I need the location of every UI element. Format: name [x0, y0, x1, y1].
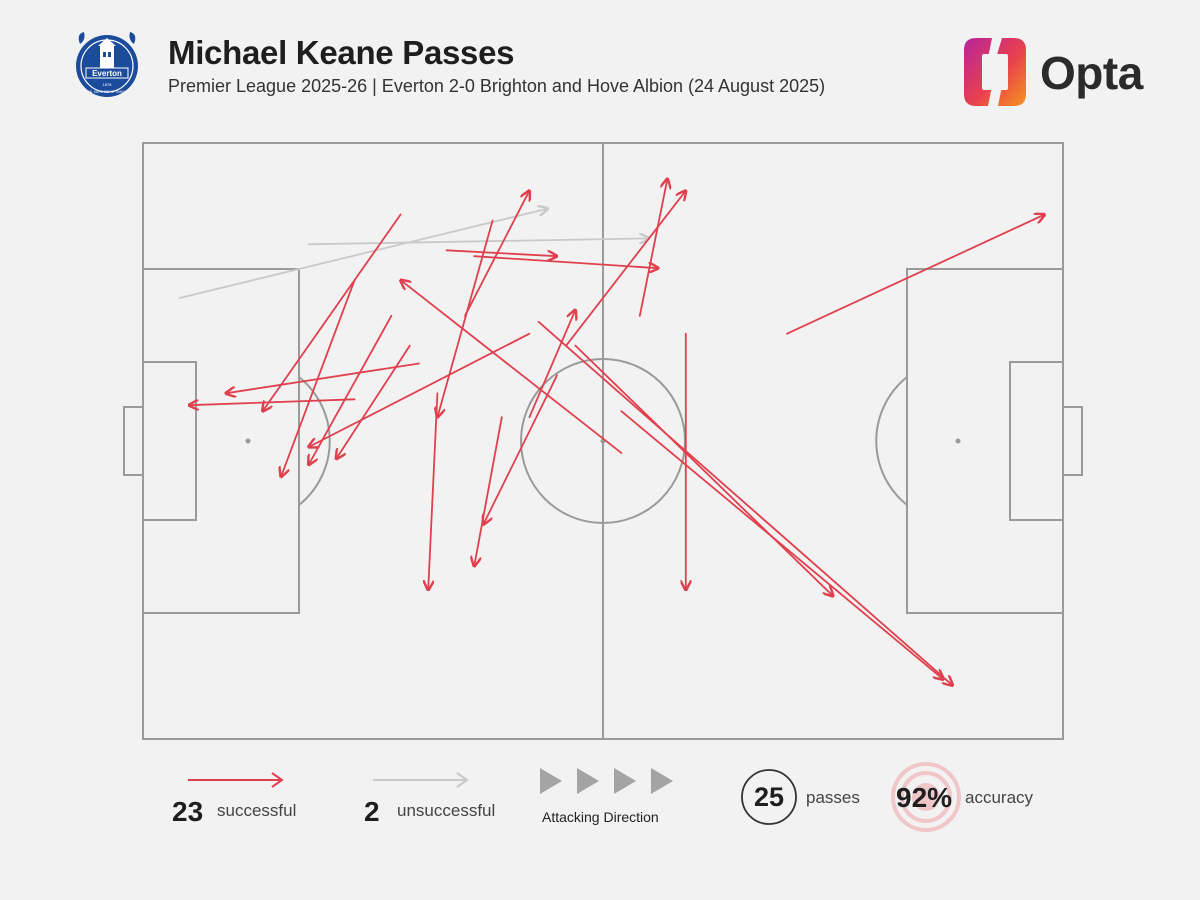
successful-count: 23: [172, 796, 204, 827]
successful-pass-arrow: [309, 332, 531, 447]
successful-pass-arrow: [263, 213, 402, 412]
successful-label: successful: [217, 801, 297, 820]
svg-text:NIL SATIS NISI OPTIMUM: NIL SATIS NISI OPTIMUM: [88, 90, 126, 94]
right-penalty-arc: [875, 376, 908, 506]
passes-label: passes: [806, 788, 860, 807]
chart-title: Michael Keane Passes: [168, 34, 515, 71]
attacking-direction-label: Attacking Direction: [542, 809, 659, 825]
successful-pass-arrow: [620, 410, 943, 679]
unsuccessful-pass-arrow: [307, 238, 649, 246]
unsuccessful-pass-arrow: [178, 209, 548, 299]
unsuccessful-arrow-icon: [373, 772, 469, 788]
successful-pass-arrow: [189, 398, 356, 405]
successful-pass-arrow: [638, 179, 668, 317]
successful-pass-arrow: [437, 219, 494, 418]
pitch-markings: [123, 142, 1083, 740]
opta-wordmark: Opta: [1040, 47, 1143, 99]
svg-text:1878: 1878: [103, 82, 113, 87]
everton-crest-icon: Everton 1878 NIL SATIS NISI OPTIMUM: [76, 32, 138, 97]
legend: 23 successful 2 unsuccessful Attacking D…: [0, 750, 1200, 870]
accuracy-value: 92%: [896, 782, 953, 813]
successful-pass-arrow: [565, 191, 686, 347]
left-goal: [123, 406, 144, 476]
attacking-direction-icon: [540, 768, 673, 794]
left-penalty-spot: [245, 438, 251, 444]
accuracy-target-icon: [891, 762, 961, 832]
passes-circle-icon: [741, 769, 797, 825]
left-penalty-arc: [298, 376, 331, 506]
left-penalty-area: [142, 268, 300, 614]
successful-pass-arrow: [537, 320, 953, 686]
successful-pass-arrow: [474, 416, 503, 566]
header: Everton 1878 NIL SATIS NISI OPTIMUM Mich…: [0, 0, 1200, 120]
left-six-yard-box: [142, 361, 197, 521]
accuracy-label: accuracy: [965, 788, 1034, 807]
successful-pass-arrow: [528, 310, 575, 419]
unsuccessful-label: unsuccessful: [397, 801, 496, 820]
successful-pass-arrow: [445, 249, 557, 256]
successful-arrow-icon: [188, 772, 284, 788]
passes-layer: [178, 179, 1045, 686]
right-six-yard-box: [1009, 361, 1064, 521]
successful-pass-arrow: [309, 314, 393, 465]
passes-count: 25: [753, 782, 785, 812]
right-goal: [1062, 406, 1083, 476]
right-penalty-spot: [955, 438, 961, 444]
successful-pass-arrow: [401, 280, 623, 454]
unsuccessful-count: 2: [364, 796, 380, 827]
svg-text:Everton: Everton: [92, 69, 122, 78]
right-penalty-area: [906, 268, 1064, 614]
opta-logo-icon: [964, 38, 1026, 106]
successful-pass-arrow: [428, 392, 439, 590]
successful-pass-arrow: [574, 344, 833, 596]
successful-pass-arrow: [336, 344, 411, 459]
chart-subtitle: Premier League 2025-26 | Everton 2-0 Bri…: [168, 76, 826, 96]
successful-pass-arrow: [483, 374, 558, 524]
successful-pass-arrow: [226, 362, 420, 394]
successful-pass-arrow: [786, 215, 1045, 335]
